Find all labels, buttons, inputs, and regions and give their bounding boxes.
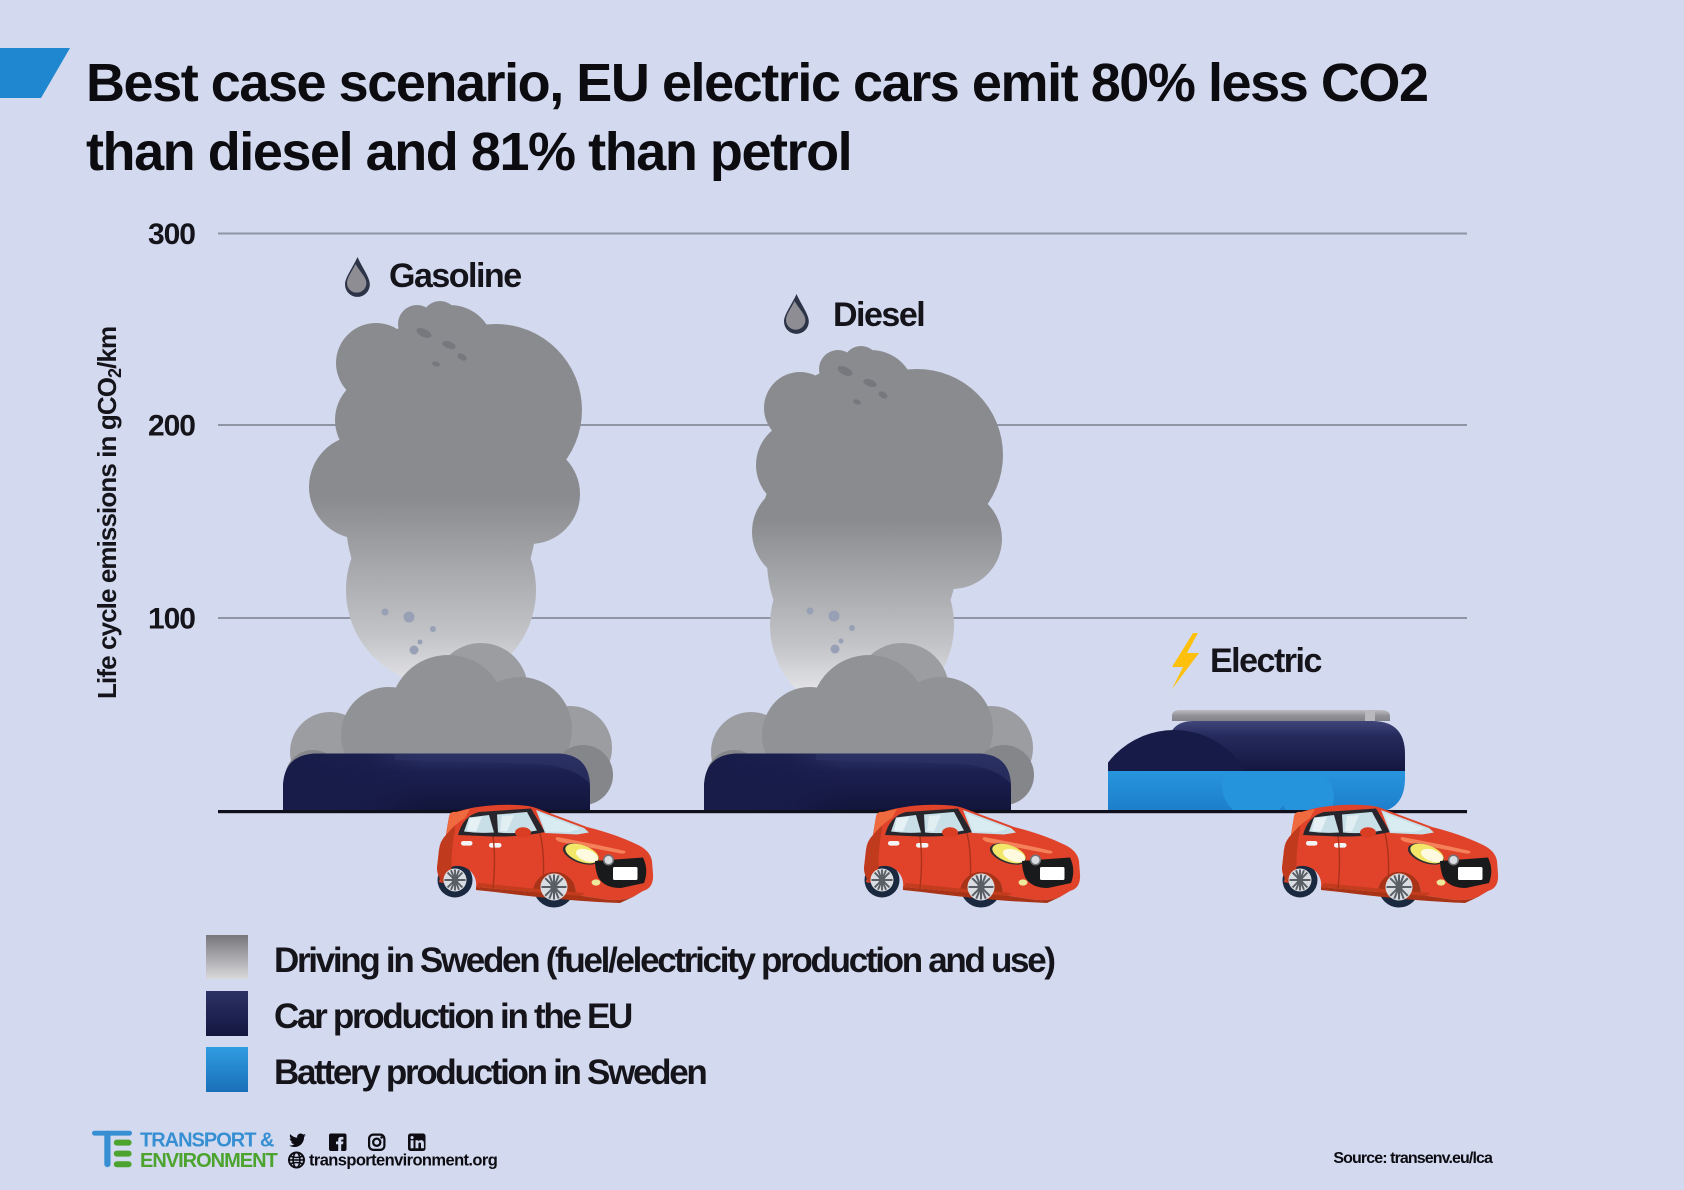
- svg-text:TRANSPORT &: TRANSPORT &: [140, 1130, 274, 1152]
- svg-text:Electric: Electric: [1210, 642, 1321, 680]
- svg-text:Gasoline: Gasoline: [389, 257, 521, 295]
- svg-text:Driving in Sweden (fuel/electr: Driving in Sweden (fuel/electricity prod…: [274, 941, 1054, 980]
- svg-text:200: 200: [148, 410, 195, 443]
- svg-text:Source: transenv.eu/lca: Source: transenv.eu/lca: [1333, 1150, 1493, 1167]
- svg-text:100: 100: [148, 603, 195, 636]
- svg-text:Life cycle emissions in gCO2/k: Life cycle emissions in gCO2/km: [92, 327, 125, 699]
- svg-text:Best case scenario, EU electri: Best case scenario, EU electric cars emi…: [86, 53, 1428, 113]
- svg-text:Battery production in Sweden: Battery production in Sweden: [274, 1053, 706, 1092]
- svg-text:than diesel and 81% than petro: than diesel and 81% than petrol: [86, 122, 851, 182]
- svg-text:ENVIRONMENT: ENVIRONMENT: [140, 1150, 278, 1172]
- svg-text:transportenvironment.org: transportenvironment.org: [309, 1152, 497, 1170]
- svg-text:300: 300: [148, 218, 195, 251]
- svg-text:Diesel: Diesel: [833, 296, 924, 334]
- svg-text:Car production in the EU: Car production in the EU: [274, 997, 632, 1036]
